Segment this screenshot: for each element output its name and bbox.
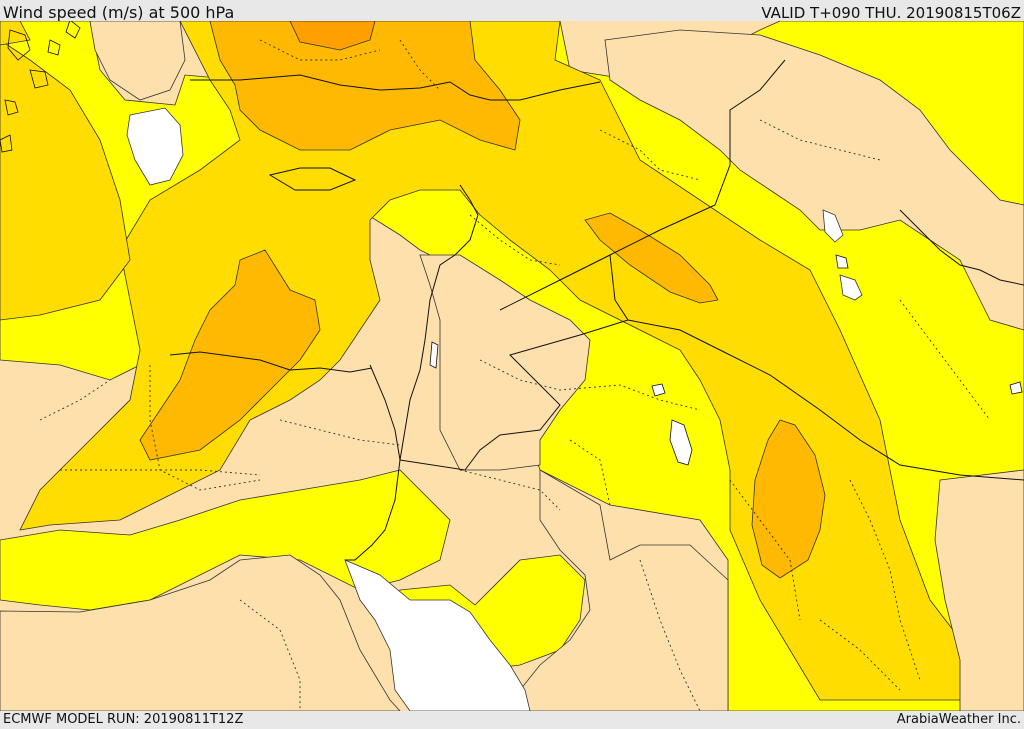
light-band-east bbox=[604, 29, 1024, 331]
footer-bar: ECMWF MODEL RUN: 20190811T12Z ArabiaWeat… bbox=[0, 711, 1024, 729]
coastline-cyprus bbox=[268, 167, 357, 191]
coastline-turkey bbox=[190, 74, 601, 101]
map-title: Wind speed (m/s) at 500 hPa bbox=[3, 3, 235, 22]
coastline-egypt bbox=[169, 351, 373, 373]
border-syria-iraq bbox=[499, 59, 786, 311]
light-band-jordan bbox=[419, 254, 591, 471]
model-run-label: ECMWF MODEL RUN: 20190811T12Z bbox=[3, 712, 244, 727]
credit-label: ArabiaWeather Inc. bbox=[896, 712, 1021, 727]
calm-area-gulf bbox=[822, 209, 844, 243]
border-jordan-saudi bbox=[399, 319, 629, 471]
gold-band-northwest bbox=[0, 21, 31, 46]
dark-orange-core bbox=[289, 21, 376, 51]
orange-band-saudi bbox=[751, 419, 826, 579]
gold-band-west bbox=[0, 39, 131, 321]
light-band-balkans bbox=[89, 21, 186, 101]
valid-time: VALID T+090 THU. 20190815T06Z bbox=[761, 4, 1021, 22]
wind-speed-map bbox=[0, 21, 1024, 711]
orange-band-iraq bbox=[584, 212, 719, 304]
light-band-southwest bbox=[0, 554, 401, 711]
small-lakes bbox=[429, 254, 1023, 466]
coastline-levant bbox=[345, 184, 479, 561]
calm-area-red-sea bbox=[344, 559, 531, 711]
coastline-gulf bbox=[899, 209, 1024, 286]
orange-band-egypt bbox=[139, 249, 321, 461]
calm-area-aegean bbox=[126, 107, 184, 186]
light-band-southeast bbox=[934, 469, 1024, 711]
border-jordan-iraq bbox=[609, 254, 1024, 481]
header-bar: Wind speed (m/s) at 500 hPa VALID T+090 … bbox=[0, 0, 1024, 22]
internal-boundaries bbox=[39, 39, 991, 711]
gold-band-north bbox=[19, 21, 981, 701]
aegean-islands bbox=[0, 21, 81, 153]
calm-area-lake bbox=[839, 274, 863, 301]
